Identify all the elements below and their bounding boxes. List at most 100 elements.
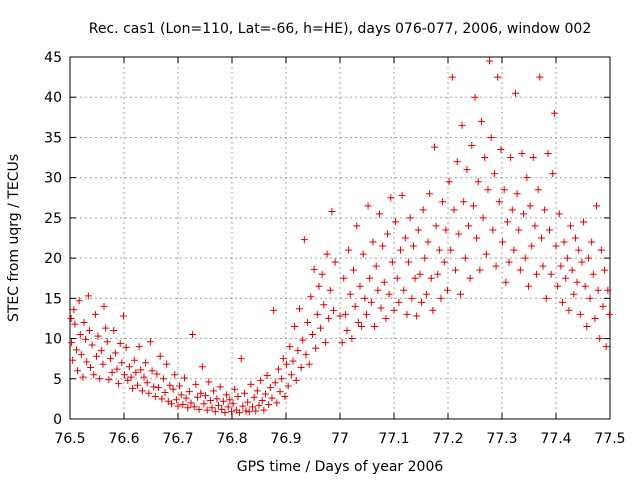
data-point — [210, 387, 218, 395]
data-point — [557, 262, 565, 270]
data-point — [578, 258, 586, 266]
y-tick-label: 15 — [44, 291, 62, 307]
data-point — [442, 226, 450, 234]
data-point — [287, 371, 295, 379]
x-tick-label: 77.4 — [540, 431, 571, 447]
data-point — [237, 355, 245, 363]
data-point — [156, 352, 164, 360]
data-point — [278, 375, 286, 383]
y-tick-label: 40 — [44, 90, 62, 106]
data-point — [434, 270, 442, 278]
data-point — [359, 250, 367, 258]
data-point — [171, 371, 179, 379]
data-point — [268, 394, 276, 402]
data-point — [461, 254, 469, 262]
x-tick-label: 77 — [331, 431, 349, 447]
data-point — [384, 230, 392, 238]
data-point — [85, 327, 93, 335]
data-point — [452, 266, 460, 274]
data-point — [473, 234, 481, 242]
data-point — [374, 286, 382, 294]
data-point — [276, 388, 284, 396]
data-point — [421, 254, 429, 262]
data-point — [367, 298, 375, 306]
data-point — [437, 294, 445, 302]
data-point — [414, 226, 422, 234]
data-point — [351, 302, 359, 310]
data-point — [247, 380, 255, 388]
data-point — [263, 372, 271, 380]
data-point — [447, 246, 455, 254]
data-point — [458, 121, 466, 129]
data-point — [163, 360, 171, 368]
data-point — [221, 409, 229, 417]
data-point — [340, 274, 348, 282]
data-point — [341, 310, 349, 318]
y-tick-label: 10 — [44, 332, 62, 348]
data-point — [229, 400, 237, 408]
data-point — [520, 210, 528, 218]
data-point — [353, 222, 361, 230]
data-point — [419, 206, 427, 214]
data-point — [121, 371, 129, 379]
data-point — [594, 286, 602, 294]
data-point — [122, 343, 130, 351]
data-point — [550, 109, 558, 117]
data-point — [110, 327, 118, 335]
data-point — [573, 278, 581, 286]
data-point — [92, 352, 100, 360]
data-point — [227, 408, 235, 416]
data-point — [361, 294, 369, 302]
data-point — [168, 400, 176, 408]
data-point — [529, 154, 537, 162]
data-point — [502, 278, 510, 286]
y-tick-label: 30 — [44, 171, 62, 187]
data-point — [71, 320, 79, 328]
data-point — [431, 143, 438, 151]
data-point — [103, 338, 111, 346]
data-point — [159, 375, 167, 383]
data-point — [486, 57, 494, 65]
data-point — [541, 206, 549, 214]
data-point — [366, 274, 374, 282]
data-point — [435, 246, 443, 254]
data-point — [385, 290, 393, 298]
data-point — [508, 206, 516, 214]
data-point — [605, 310, 613, 318]
data-point — [169, 385, 177, 393]
data-point — [369, 238, 377, 246]
data-point — [317, 324, 325, 332]
data-point — [350, 266, 357, 274]
data-point — [145, 389, 153, 397]
data-point — [166, 381, 174, 389]
data-point — [239, 402, 247, 410]
data-point — [231, 385, 239, 393]
data-point — [226, 396, 234, 404]
data-point — [558, 298, 566, 306]
data-point — [218, 405, 226, 413]
data-point — [100, 302, 108, 310]
data-point — [570, 290, 578, 298]
data-point — [474, 178, 482, 186]
data-point — [395, 298, 403, 306]
data-point — [571, 234, 579, 242]
data-point — [185, 388, 193, 396]
x-tick-label: 76.6 — [108, 431, 139, 447]
data-point — [213, 395, 221, 403]
x-tick-label: 77.3 — [486, 431, 517, 447]
data-point — [284, 382, 292, 390]
data-point — [533, 270, 541, 278]
data-point — [547, 270, 555, 278]
data-point — [224, 403, 232, 411]
data-point — [521, 254, 529, 262]
data-point — [138, 387, 146, 395]
data-point — [107, 355, 114, 363]
data-point — [187, 399, 195, 407]
data-point — [468, 141, 476, 149]
data-point — [258, 396, 266, 404]
data-point — [198, 363, 206, 371]
data-point — [388, 258, 396, 266]
x-axis-label: GPS time / Days of year 2006 — [237, 459, 444, 475]
data-point — [604, 286, 612, 294]
data-point — [330, 306, 338, 314]
